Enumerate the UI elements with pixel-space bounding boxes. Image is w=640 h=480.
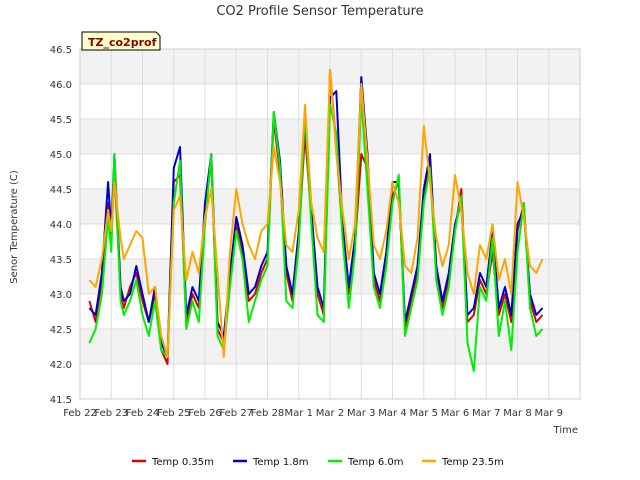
y-tick-label: 45.5 [50, 115, 72, 126]
y-tick-label: 41.5 [50, 395, 72, 406]
y-tick-label: 46.0 [50, 80, 72, 91]
plot-frame [79, 48, 581, 400]
annotation-tag-box [81, 31, 161, 51]
legend: Temp 0.35m Temp 1.8m Temp 6.0m Temp 23.5m [132, 457, 504, 468]
chart-title: CO2 Profile Sensor Temperature [216, 4, 423, 19]
y-tick-label: 44.5 [50, 185, 72, 196]
x-tick-label: Mar 9 [535, 408, 563, 419]
x-tick-label: Feb 25 [157, 408, 191, 419]
y-axis-label: Senor Temperature (C) [9, 170, 20, 284]
legend-label: Temp 23.5m [441, 457, 504, 468]
y-tick-label: 46.5 [50, 45, 72, 56]
y-tick-label: 44.0 [50, 220, 72, 231]
y-tick-label: 42.0 [50, 360, 72, 371]
y-axis-ticks: 41.5 42.0 42.5 43.0 43.5 44.0 44.5 45.0 45.5 46.0… [50, 45, 72, 406]
series-line-temp-23-5m [88, 69, 544, 358]
x-tick-label: Mar 8 [503, 408, 531, 419]
annotation-tag-text: TZ_co2prof [88, 36, 157, 49]
legend-label: Temp 6.0m [347, 457, 403, 468]
x-tick-label: Feb 28 [251, 408, 285, 419]
legend-label: Temp 0.35m [151, 457, 214, 468]
x-tick-label: Feb 23 [94, 408, 128, 419]
x-tick-label: Feb 24 [126, 408, 160, 419]
series-layer [88, 69, 544, 372]
x-tick-label: Mar 2 [316, 408, 344, 419]
x-tick-label: Mar 4 [378, 408, 406, 419]
series-line-temp-6-0m [88, 97, 544, 372]
x-tick-label: Mar 3 [347, 408, 375, 419]
y-tick-label: 42.5 [50, 325, 72, 336]
annotation-tag: TZ_co2prof [81, 31, 161, 51]
x-tick-label: Feb 26 [188, 408, 222, 419]
x-tick-label: Mar 7 [472, 408, 500, 419]
y-tick-label: 43.0 [50, 290, 72, 301]
x-tick-label: Mar 6 [441, 408, 469, 419]
x-axis-label: Time [553, 425, 578, 436]
x-tick-label: Mar 5 [410, 408, 438, 419]
y-tick-label: 43.5 [50, 255, 72, 266]
legend-label: Temp 1.8m [252, 457, 308, 468]
x-tick-label: Feb 22 [63, 408, 97, 419]
y-tick-label: 45.0 [50, 150, 72, 161]
x-tick-label: Mar 1 [285, 408, 313, 419]
x-tick-label: Feb 27 [219, 408, 253, 419]
